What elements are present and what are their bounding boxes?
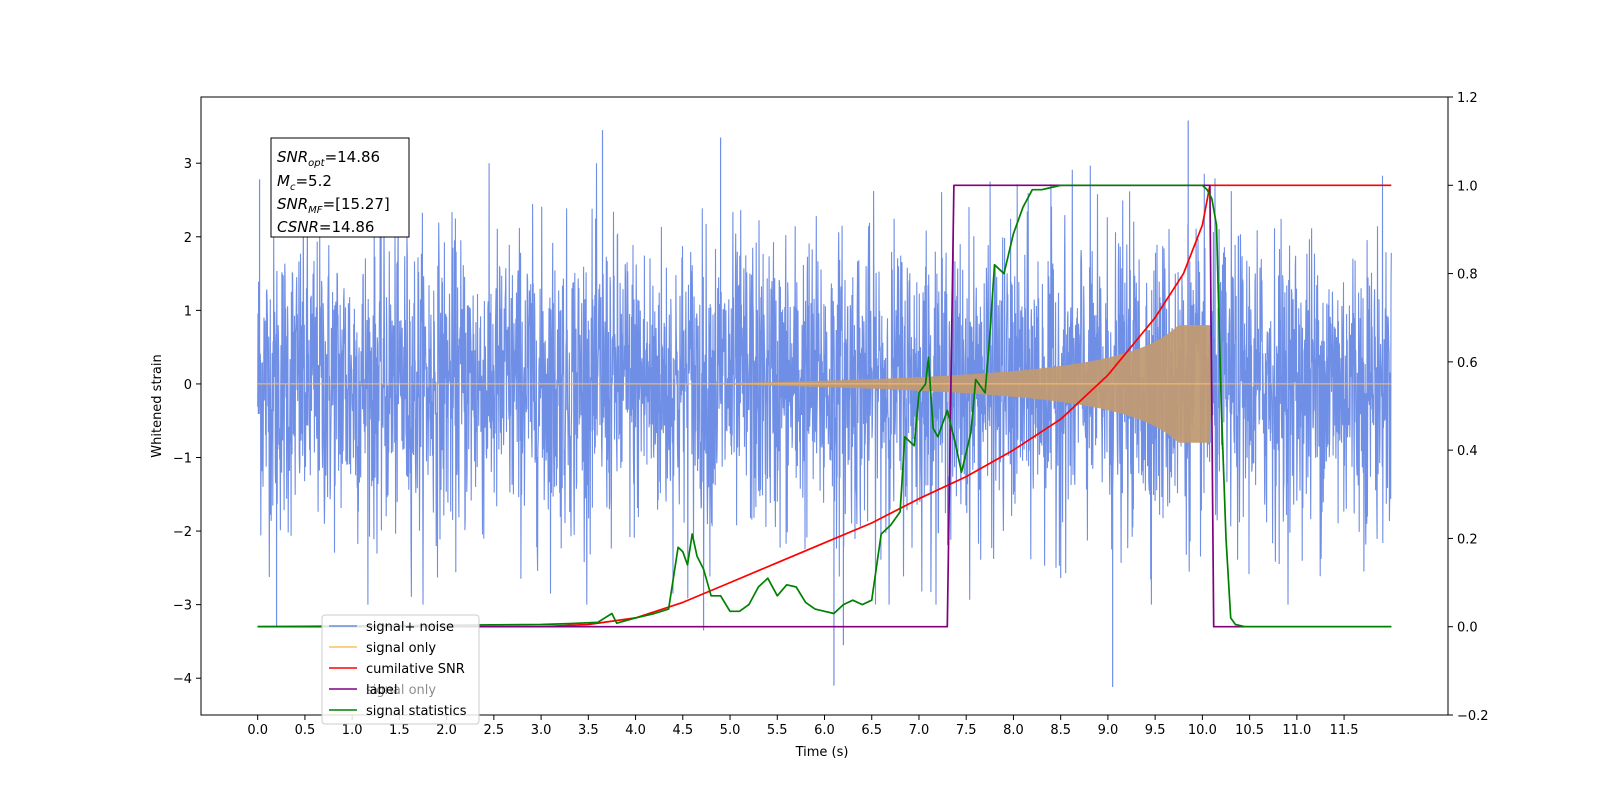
- x-tick-label: 7.0: [909, 723, 930, 738]
- series-signal-statistics: [257, 184, 1392, 628]
- x-tick-label: 6.5: [861, 723, 882, 738]
- legend: signal+ noise signal only cumilative SNR…: [321, 614, 480, 725]
- y2-tick-label: 0.4: [1457, 444, 1478, 459]
- y-tick-label: 0: [184, 378, 192, 393]
- y2-tick-label: 0.0: [1457, 621, 1478, 636]
- info-snr-opt: SNRopt=14.86: [277, 148, 380, 169]
- y2-tick-label: 1.2: [1457, 91, 1478, 106]
- legend-label-signal-statistics: signal statistics: [366, 704, 467, 719]
- legend-label-signal-noise: signal+ noise: [366, 620, 454, 635]
- y2-tick-label: 0.6: [1457, 356, 1478, 371]
- y-tick-label: 2: [184, 231, 192, 246]
- x-tick-label: 11.5: [1330, 723, 1359, 738]
- info-snr-mf: SNRMF=[15.27]: [277, 195, 390, 216]
- x-tick-label: 8.5: [1050, 723, 1071, 738]
- y-tick-label: −1: [173, 452, 192, 467]
- x-tick-label: 7.5: [956, 723, 977, 738]
- y-tick-label: −3: [173, 599, 192, 614]
- x-tick-label: 4.0: [625, 723, 646, 738]
- info-box-frame: [270, 137, 410, 238]
- x-tick-label: 3.0: [531, 723, 552, 738]
- x-tick-label: 0.0: [247, 723, 268, 738]
- legend-overlapped-text: signal only: [366, 683, 436, 698]
- x-tick-label: 2.0: [436, 723, 457, 738]
- x-tick-label: 1.0: [342, 723, 363, 738]
- x-tick-label: 5.5: [767, 723, 788, 738]
- x-tick-label: 10.0: [1188, 723, 1217, 738]
- y2-tick-label: 0.2: [1457, 532, 1478, 547]
- x-tick-label: 5.0: [720, 723, 741, 738]
- x-tick-label: 0.5: [295, 723, 316, 738]
- info-box: SNRopt=14.86 Mc=5.2 SNRMF=[15.27] CSNR=1…: [270, 137, 410, 238]
- x-tick-label: 4.5: [672, 723, 693, 738]
- y-tick-label: −2: [173, 525, 192, 540]
- y2-tick-label: 1.0: [1457, 179, 1478, 194]
- legend-label-cumulative-snr: cumilative SNR: [366, 662, 465, 677]
- axes: 0.0 0.5 1.0 1.5 2.0 2.5 3.0 3.5 4.0 4.5 5.0 5.5 6.0 6…: [173, 91, 1489, 738]
- legend-label-label: label: [366, 683, 397, 698]
- y-tick-label: 1: [184, 304, 192, 319]
- y-tick-label: 3: [184, 157, 192, 172]
- x-tick-label: 8.0: [1003, 723, 1024, 738]
- info-mc: Mc=5.2: [277, 172, 332, 193]
- x-tick-label: 6.0: [814, 723, 835, 738]
- x-tick-label: 10.5: [1235, 723, 1264, 738]
- x-tick-label: 9.5: [1145, 723, 1166, 738]
- y2-tick-label: 0.8: [1457, 268, 1478, 283]
- x-tick-label: 1.5: [389, 723, 410, 738]
- x-tick-label: 11.0: [1282, 723, 1311, 738]
- x-axis-label: Time (s): [795, 745, 849, 760]
- y2-tick-label: −0.2: [1457, 709, 1489, 724]
- legend-frame: [321, 614, 480, 725]
- x-tick-label: 2.5: [484, 723, 505, 738]
- info-csnr: CSNR=14.86: [277, 218, 374, 236]
- y-axis-label: Whitened strain: [150, 354, 165, 457]
- x-tick-label: 3.5: [578, 723, 599, 738]
- plot-area: [257, 120, 1392, 688]
- x-tick-label: 9.0: [1098, 723, 1119, 738]
- legend-label-signal-only: signal only: [366, 641, 436, 656]
- y-tick-label: −4: [173, 672, 192, 687]
